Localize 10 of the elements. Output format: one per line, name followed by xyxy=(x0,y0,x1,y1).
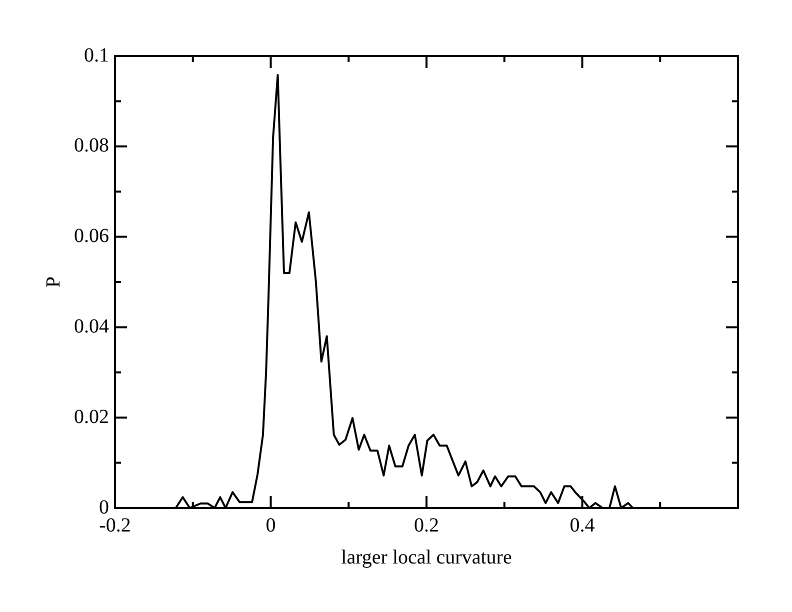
y-axis-title: P xyxy=(42,276,64,288)
y-tick-label: 0.02 xyxy=(74,406,109,428)
x-tick-label: 0.4 xyxy=(570,514,595,536)
y-tick-label: 0.06 xyxy=(74,225,109,248)
x-axis-title: larger local curvature xyxy=(341,546,512,568)
y-tick-label: 0.1 xyxy=(84,44,109,66)
y-tick-label: 0.08 xyxy=(74,134,109,157)
y-tick-label: 0.04 xyxy=(74,315,109,338)
x-tick-label: 0.2 xyxy=(414,514,439,536)
x-tick-label: 0 xyxy=(266,514,276,536)
